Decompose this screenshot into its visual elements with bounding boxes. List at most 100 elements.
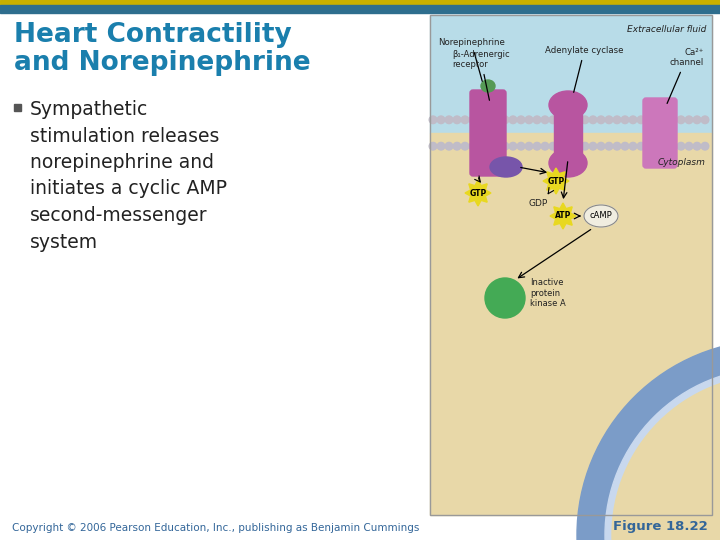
FancyBboxPatch shape (643, 98, 677, 168)
Text: Sympathetic
stimulation releases
norepinephrine and
initiates a cyclic AMP
secon: Sympathetic stimulation releases norepin… (30, 100, 227, 252)
Circle shape (534, 116, 541, 124)
Circle shape (589, 143, 597, 150)
Ellipse shape (481, 80, 495, 92)
Circle shape (469, 116, 477, 124)
Ellipse shape (549, 149, 587, 177)
Polygon shape (543, 168, 569, 194)
Circle shape (605, 368, 720, 540)
FancyBboxPatch shape (470, 90, 506, 176)
Circle shape (612, 375, 720, 540)
Circle shape (685, 116, 693, 124)
Circle shape (613, 143, 621, 150)
Circle shape (485, 278, 525, 318)
Circle shape (565, 143, 573, 150)
Circle shape (669, 116, 677, 124)
Circle shape (685, 143, 693, 150)
Circle shape (534, 143, 541, 150)
Circle shape (653, 116, 661, 124)
Circle shape (589, 116, 597, 124)
Circle shape (573, 143, 581, 150)
Bar (554, 105, 582, 163)
Circle shape (597, 143, 605, 150)
Circle shape (581, 143, 589, 150)
Circle shape (437, 116, 445, 124)
Circle shape (606, 116, 613, 124)
Circle shape (606, 143, 613, 150)
Circle shape (621, 143, 629, 150)
Circle shape (613, 116, 621, 124)
Circle shape (525, 116, 533, 124)
Circle shape (701, 116, 708, 124)
Circle shape (549, 116, 557, 124)
Circle shape (701, 143, 708, 150)
Polygon shape (550, 203, 576, 229)
Circle shape (445, 116, 453, 124)
Circle shape (477, 116, 485, 124)
Text: Inactive
protein
kinase A: Inactive protein kinase A (530, 278, 566, 308)
Circle shape (462, 116, 469, 124)
Text: and Norepinephrine: and Norepinephrine (14, 50, 310, 76)
Circle shape (437, 143, 445, 150)
Circle shape (453, 143, 461, 150)
Circle shape (573, 116, 581, 124)
Circle shape (661, 116, 669, 124)
Circle shape (509, 116, 517, 124)
Text: cAMP: cAMP (590, 212, 613, 220)
Text: Extracellular fluid: Extracellular fluid (626, 25, 706, 34)
Text: Heart Contractility: Heart Contractility (14, 22, 292, 48)
Bar (430, 133, 712, 515)
Circle shape (525, 143, 533, 150)
Text: Ca²⁺
channel: Ca²⁺ channel (667, 48, 704, 104)
Circle shape (462, 143, 469, 150)
Circle shape (549, 143, 557, 150)
Circle shape (557, 143, 564, 150)
Text: Figure 18.22: Figure 18.22 (613, 520, 708, 533)
Circle shape (621, 116, 629, 124)
Circle shape (493, 143, 501, 150)
Text: Norepinephrine: Norepinephrine (438, 38, 505, 82)
Bar (0, 5, 720, 13)
Circle shape (577, 340, 720, 540)
Circle shape (429, 116, 437, 124)
Circle shape (661, 143, 669, 150)
Circle shape (678, 143, 685, 150)
Text: Cytoplasm: Cytoplasm (658, 158, 706, 167)
Circle shape (693, 116, 701, 124)
Circle shape (645, 116, 653, 124)
Ellipse shape (490, 157, 522, 177)
Circle shape (557, 116, 564, 124)
Text: β₁-Adrenergic
receptor: β₁-Adrenergic receptor (452, 50, 510, 100)
Circle shape (541, 143, 549, 150)
Circle shape (637, 143, 645, 150)
Circle shape (581, 116, 589, 124)
Ellipse shape (549, 91, 587, 119)
Bar (14, 104, 21, 111)
Text: ATP: ATP (555, 212, 571, 220)
Polygon shape (465, 180, 491, 206)
Circle shape (565, 116, 573, 124)
Circle shape (653, 143, 661, 150)
Circle shape (485, 143, 492, 150)
Circle shape (597, 116, 605, 124)
Text: Adenylate cyclase: Adenylate cyclase (545, 46, 624, 92)
Circle shape (445, 143, 453, 150)
Circle shape (477, 143, 485, 150)
Circle shape (485, 116, 492, 124)
Circle shape (429, 143, 437, 150)
Circle shape (637, 116, 645, 124)
Circle shape (693, 143, 701, 150)
Circle shape (469, 143, 477, 150)
Circle shape (645, 143, 653, 150)
Text: GTP: GTP (469, 188, 487, 198)
Circle shape (629, 116, 636, 124)
Circle shape (493, 116, 501, 124)
Circle shape (517, 143, 525, 150)
Bar (430, 15, 712, 515)
Bar (0, 0, 720, 5)
Circle shape (669, 143, 677, 150)
Text: GDP: GDP (528, 199, 548, 207)
Text: GTP: GTP (547, 177, 564, 186)
Text: Copyright © 2006 Pearson Education, Inc., publishing as Benjamin Cummings: Copyright © 2006 Pearson Education, Inc.… (12, 523, 419, 533)
Circle shape (629, 143, 636, 150)
Circle shape (541, 116, 549, 124)
